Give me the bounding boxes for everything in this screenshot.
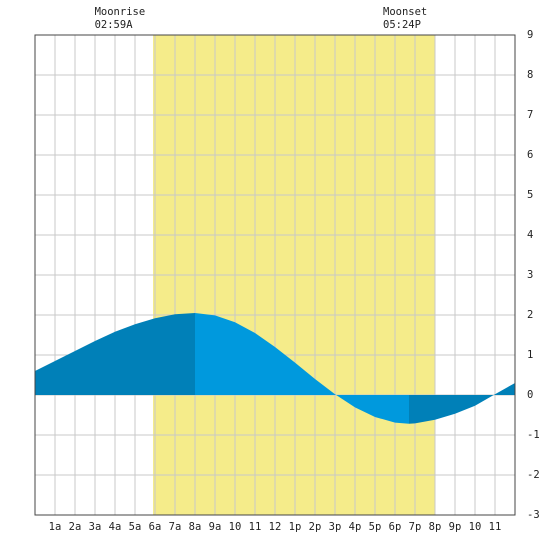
moon-event-label: Moonrise bbox=[95, 6, 146, 18]
x-tick-label: 7p bbox=[409, 521, 422, 533]
x-tick-label: 2p bbox=[309, 521, 322, 533]
x-tick-label: 8a bbox=[189, 521, 202, 533]
y-tick-label: 2 bbox=[527, 309, 533, 321]
tide-area bbox=[35, 313, 195, 395]
x-tick-label: 10 bbox=[469, 521, 482, 533]
x-tick-label: 5a bbox=[129, 521, 142, 533]
y-tick-label: 4 bbox=[527, 229, 533, 241]
x-tick-label: 9p bbox=[449, 521, 462, 533]
x-tick-label: 7a bbox=[169, 521, 182, 533]
x-tick-label: 11 bbox=[489, 521, 502, 533]
y-tick-label: 0 bbox=[527, 389, 533, 401]
x-tick-label: 9a bbox=[209, 521, 222, 533]
x-tick-label: 5p bbox=[369, 521, 382, 533]
moon-event-time: 02:59A bbox=[95, 19, 134, 31]
x-tick-label: 12 bbox=[269, 521, 282, 533]
x-tick-label: 6p bbox=[389, 521, 402, 533]
y-tick-label: 9 bbox=[527, 29, 533, 41]
plot-border bbox=[34, 34, 516, 516]
y-tick-label: -2 bbox=[527, 469, 540, 481]
x-tick-label: 4p bbox=[349, 521, 362, 533]
y-tick-label: 7 bbox=[527, 109, 533, 121]
x-tick-label: 11 bbox=[249, 521, 262, 533]
x-tick-label: 3a bbox=[89, 521, 102, 533]
tide-area bbox=[409, 383, 515, 424]
y-tick-label: 8 bbox=[527, 69, 533, 81]
y-tick-label: 5 bbox=[527, 189, 533, 201]
x-tick-label: 8p bbox=[429, 521, 442, 533]
x-tick-label: 4a bbox=[109, 521, 122, 533]
x-tick-label: 10 bbox=[229, 521, 242, 533]
x-tick-label: 2a bbox=[69, 521, 82, 533]
y-tick-label: -3 bbox=[527, 509, 540, 521]
moon-event-time: 05:24P bbox=[383, 19, 421, 31]
y-tick-label: 6 bbox=[527, 149, 533, 161]
x-tick-label: 6a bbox=[149, 521, 162, 533]
moon-event-label: Moonset bbox=[383, 6, 427, 18]
y-tick-label: 3 bbox=[527, 269, 533, 281]
tide-area bbox=[195, 313, 409, 424]
x-tick-label: 1a bbox=[49, 521, 62, 533]
y-tick-label: 1 bbox=[527, 349, 533, 361]
x-tick-label: 3p bbox=[329, 521, 342, 533]
x-tick-label: 1p bbox=[289, 521, 302, 533]
y-tick-label: -1 bbox=[527, 429, 540, 441]
